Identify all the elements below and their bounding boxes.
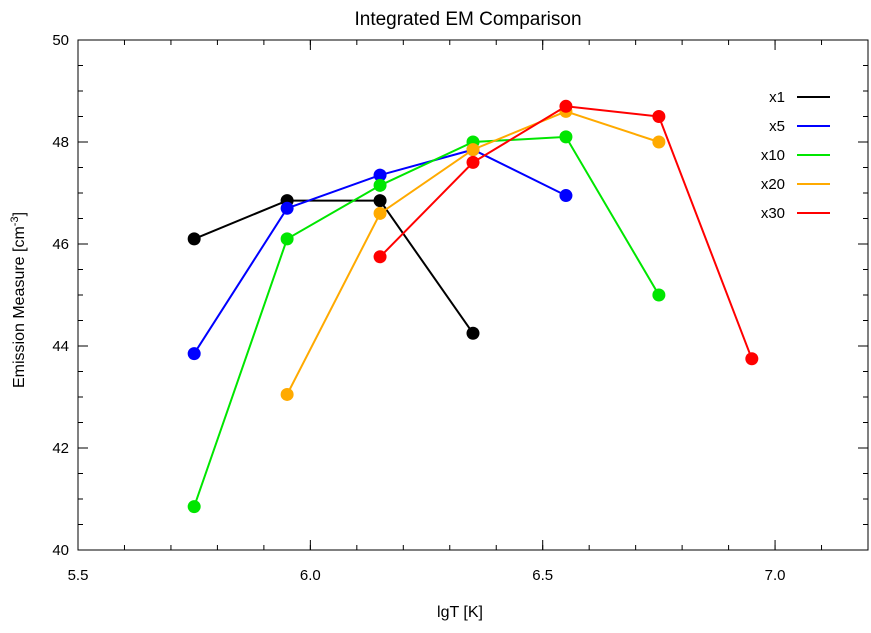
series-line-x10 bbox=[193, 135, 660, 507]
x-tick-labels: 5.5 6.0 6.5 7.0 bbox=[68, 567, 786, 584]
series-point-x20 bbox=[652, 135, 666, 149]
legend-label-x10: x10 bbox=[761, 147, 785, 164]
x-tick-label: 7.0 bbox=[765, 567, 786, 584]
series-point-x30 bbox=[466, 155, 480, 169]
series-point-x10 bbox=[559, 130, 573, 144]
series-point-x5 bbox=[187, 347, 201, 361]
series-x10 bbox=[187, 130, 666, 514]
series-line-x1 bbox=[193, 199, 474, 334]
y-axis-label: Emission Measure [cm-3] bbox=[9, 212, 28, 388]
series-point-x30 bbox=[652, 110, 666, 123]
series-x20 bbox=[280, 104, 666, 401]
plot-frame bbox=[77, 39, 869, 551]
y-tick-label: 48 bbox=[52, 134, 69, 151]
x-tick-label: 5.5 bbox=[68, 567, 89, 584]
x-tick-label: 6.0 bbox=[300, 567, 321, 584]
y-axis-label-exponent: -3 bbox=[9, 216, 21, 226]
series-x5 bbox=[187, 143, 573, 361]
series-point-x1 bbox=[373, 194, 387, 208]
y-tick-label: 50 bbox=[52, 32, 69, 49]
y-tick-label: 42 bbox=[52, 440, 69, 457]
series-point-x10 bbox=[373, 178, 387, 192]
series-x1 bbox=[187, 194, 480, 340]
y-tick-label: 44 bbox=[52, 338, 69, 355]
y-tick-label: 46 bbox=[52, 236, 69, 253]
x-tick-label: 6.5 bbox=[532, 567, 553, 584]
series-x30 bbox=[373, 99, 759, 366]
series-point-x30 bbox=[559, 99, 573, 113]
legend-label-x5: x5 bbox=[769, 118, 785, 135]
series-point-x20 bbox=[373, 206, 387, 220]
y-axis-label-tail: ] bbox=[11, 212, 28, 216]
series-point-x1 bbox=[187, 232, 201, 246]
legend-label-x20: x20 bbox=[761, 176, 785, 193]
legend-label-x1: x1 bbox=[769, 89, 785, 106]
series-point-x30 bbox=[373, 250, 387, 264]
y-tick-labels: 40 42 44 46 48 50 bbox=[52, 32, 69, 559]
y-tick-label: 40 bbox=[52, 542, 69, 559]
series-point-x1 bbox=[466, 326, 480, 340]
series-point-x5 bbox=[373, 168, 387, 182]
series-layer bbox=[187, 99, 759, 514]
series-line-x30 bbox=[379, 105, 753, 360]
x-axis-label: lgT [K] bbox=[437, 604, 483, 621]
chart-title: Integrated EM Comparison bbox=[354, 9, 581, 30]
major-ticks bbox=[77, 39, 868, 551]
plot-border bbox=[77, 39, 869, 551]
y-axis-label-main: Emission Measure [cm bbox=[11, 226, 28, 388]
legend: x1 x5 x10 x20 x30 bbox=[761, 89, 830, 222]
series-point-x10 bbox=[280, 232, 294, 246]
minor-ticks bbox=[77, 39, 869, 551]
series-point-x10 bbox=[187, 500, 201, 514]
legend-label-x30: x30 bbox=[761, 205, 785, 222]
series-point-x30 bbox=[745, 352, 759, 366]
series-point-x10 bbox=[652, 288, 666, 302]
series-point-x20 bbox=[466, 143, 480, 157]
series-point-x5 bbox=[280, 201, 294, 215]
series-point-x5 bbox=[559, 189, 573, 203]
series-point-x20 bbox=[280, 387, 294, 401]
